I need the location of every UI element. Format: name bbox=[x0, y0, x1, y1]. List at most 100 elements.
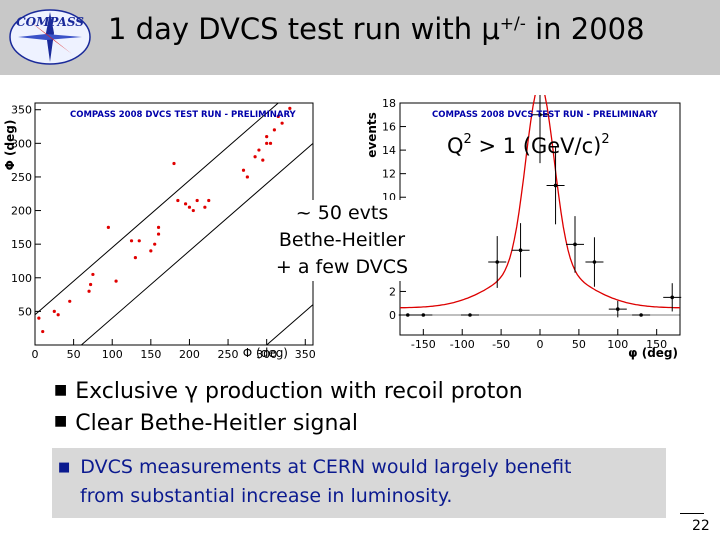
y-tick-label: 0 bbox=[389, 309, 396, 322]
x-tick-label: 350 bbox=[295, 348, 316, 360]
data-point bbox=[183, 202, 188, 206]
bin-point bbox=[639, 313, 643, 317]
mu-symbol: μ bbox=[481, 12, 500, 46]
q2-cut-label: Q2 > 1 (GeV/c)2 bbox=[447, 132, 610, 158]
event-count-annotation: ~ 50 evts Bethe-Heitler + a few DVCS bbox=[258, 200, 426, 281]
x-axis-label: Φ (deg) bbox=[243, 346, 288, 360]
data-point bbox=[195, 198, 199, 203]
y-tick-label: 16 bbox=[382, 121, 396, 134]
x-tick-label: 50 bbox=[67, 348, 81, 360]
x-tick-label: 250 bbox=[218, 348, 239, 360]
data-point bbox=[265, 135, 269, 139]
plot-title: COMPASS 2008 DVCS TEST RUN - PRELIMINARY bbox=[432, 110, 659, 120]
y-axis-label: events bbox=[365, 112, 379, 158]
data-point bbox=[129, 239, 134, 243]
y-tick-label: 18 bbox=[382, 97, 396, 110]
x-axis-label: φ (deg) bbox=[628, 346, 678, 360]
data-point bbox=[203, 205, 207, 209]
footer-rule bbox=[680, 513, 704, 514]
square-bullet-icon: ■ bbox=[54, 381, 68, 398]
fit-curve bbox=[400, 95, 680, 309]
x-tick-label: 150 bbox=[140, 348, 161, 360]
data-point bbox=[280, 121, 284, 125]
data-point bbox=[153, 242, 157, 246]
slide-title: 1 day DVCS test run with μ+/- in 2008 bbox=[108, 12, 645, 46]
annotation-line: ~ 50 evts bbox=[295, 202, 389, 224]
data-point bbox=[261, 158, 265, 162]
bullet-item: ■ Exclusive γ production with recoil prot… bbox=[54, 379, 523, 404]
data-point bbox=[41, 329, 45, 334]
compass-logo: COMPASS bbox=[9, 9, 91, 65]
bullet-list: ■ Exclusive γ production with recoil prot… bbox=[54, 376, 523, 439]
data-point bbox=[257, 148, 261, 152]
conclusion-line: DVCS measurements at CERN would largely … bbox=[80, 456, 572, 478]
x-tick-label: 200 bbox=[179, 348, 200, 360]
page-number: 22 bbox=[692, 518, 710, 534]
band-lines bbox=[34, 102, 314, 346]
data-point bbox=[272, 128, 276, 132]
data-point bbox=[149, 249, 153, 253]
band-line bbox=[266, 304, 314, 346]
bullet-item: ■ Clear Bethe-Heitler signal bbox=[54, 410, 359, 436]
x-tick-label: -150 bbox=[411, 338, 436, 351]
bin-point bbox=[495, 260, 500, 264]
square-bullet-icon: ■ bbox=[54, 413, 68, 429]
data-point bbox=[114, 279, 118, 283]
data-point bbox=[288, 106, 292, 110]
data-point bbox=[37, 316, 41, 320]
scatter-points bbox=[37, 106, 292, 334]
y-tick-label: 14 bbox=[382, 144, 396, 157]
data-point bbox=[207, 198, 211, 203]
bin-point bbox=[518, 248, 523, 253]
bin-point bbox=[592, 260, 597, 264]
x-tick-label: 0 bbox=[537, 338, 544, 351]
data-point bbox=[52, 309, 56, 313]
x-tick-label: 100 bbox=[607, 338, 628, 351]
y-tick-label: 250 bbox=[11, 171, 32, 184]
bin-point bbox=[553, 183, 558, 188]
data-point bbox=[106, 225, 110, 229]
x-tick-label: 150 bbox=[646, 338, 667, 351]
data-point bbox=[156, 232, 161, 236]
data-point bbox=[137, 239, 141, 243]
band-line bbox=[81, 142, 314, 346]
square-bullet-icon: ■ bbox=[58, 460, 71, 475]
x-tick-label: 300 bbox=[256, 348, 277, 360]
data-point bbox=[187, 205, 192, 209]
bin-point bbox=[573, 242, 577, 247]
band-line bbox=[34, 102, 279, 316]
x-tick-label: 50 bbox=[572, 338, 586, 351]
x-tick-label: -50 bbox=[492, 338, 510, 351]
y-tick-label: 100 bbox=[11, 272, 32, 285]
data-point bbox=[191, 208, 195, 213]
bin-point bbox=[538, 112, 542, 117]
y-tick-label: 2 bbox=[389, 285, 396, 298]
data-point bbox=[276, 114, 280, 119]
conclusion-box: ■ DVCS measurements at CERN would largely… bbox=[52, 448, 666, 518]
data-point bbox=[176, 198, 180, 203]
data-point bbox=[56, 313, 60, 317]
conclusion-line: from substantial increase in luminosity. bbox=[80, 485, 453, 507]
data-point bbox=[253, 155, 257, 159]
y-tick-label: 350 bbox=[11, 104, 32, 117]
data-point bbox=[133, 256, 137, 260]
bin-point bbox=[670, 295, 675, 300]
data-point bbox=[91, 272, 95, 277]
annotation-line: + a few DVCS bbox=[275, 256, 409, 278]
data-point bbox=[268, 141, 273, 145]
data-point bbox=[241, 168, 246, 172]
x-tick-label: -100 bbox=[450, 338, 475, 351]
bin-point bbox=[405, 313, 410, 317]
data-point bbox=[172, 161, 176, 166]
bin-point bbox=[615, 307, 620, 311]
data-point bbox=[89, 282, 93, 287]
x-tick-label: 0 bbox=[32, 348, 39, 360]
plot-title: COMPASS 2008 DVCS TEST RUN - PRELIMINARY bbox=[70, 110, 297, 120]
y-tick-label: 300 bbox=[11, 137, 32, 150]
y-tick-label: 200 bbox=[11, 205, 32, 218]
data-point bbox=[156, 225, 161, 229]
data-point bbox=[265, 141, 269, 145]
phi-distribution-histogram: -150 -100 -50 0 50 100 150021012141618COMPASS … bbox=[365, 95, 682, 360]
slide-header: COMPASS 1 day DVCS test run with μ+/- in… bbox=[0, 0, 720, 75]
y-axis-label: Φ (deg) bbox=[3, 120, 17, 171]
